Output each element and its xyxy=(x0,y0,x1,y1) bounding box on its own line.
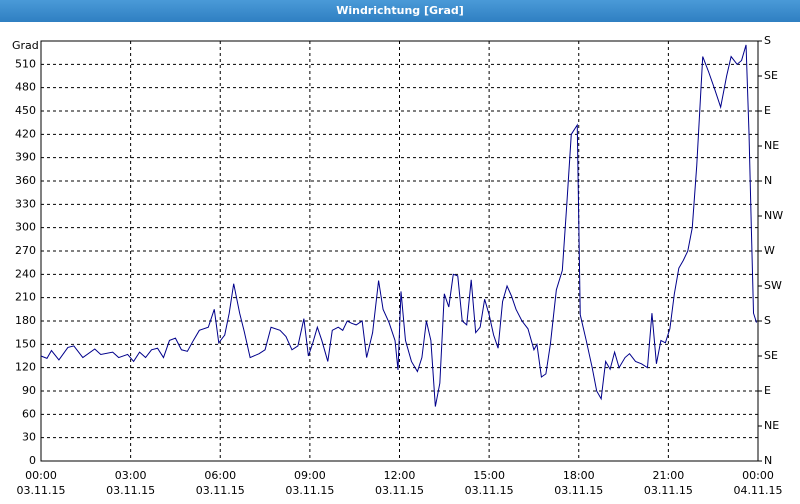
chart-title: Windrichtung [Grad] xyxy=(336,4,464,17)
y-tick-label: 390 xyxy=(15,151,36,164)
y2-tick-label: SW xyxy=(764,279,782,292)
title-bar xyxy=(0,0,800,22)
y-tick-label: 270 xyxy=(15,244,36,257)
x-tick-label: 12:00 xyxy=(384,469,416,482)
x-tick-date: 03.11.15 xyxy=(285,484,334,497)
y-axis-label: Grad xyxy=(12,39,39,52)
y-tick-label: 450 xyxy=(15,104,36,117)
y-tick-label: 180 xyxy=(15,314,36,327)
x-tick-date: 04.11.15 xyxy=(734,484,783,497)
y2-tick-label: NE xyxy=(764,419,779,432)
y-tick-label: 0 xyxy=(29,454,36,467)
x-tick-date: 03.11.15 xyxy=(644,484,693,497)
x-tick-label: 00:00 xyxy=(25,469,57,482)
plot-frame xyxy=(40,40,759,462)
y-tick-label: 30 xyxy=(22,431,36,444)
y-tick-label: 330 xyxy=(15,197,36,210)
x-tick-label: 03:00 xyxy=(115,469,147,482)
x-tick-label: 06:00 xyxy=(204,469,236,482)
x-tick-label: 09:00 xyxy=(294,469,326,482)
y2-tick-label: SE xyxy=(764,349,778,362)
x-tick-date: 03.11.15 xyxy=(465,484,514,497)
y2-tick-label: NW xyxy=(764,209,783,222)
y2-tick-label: N xyxy=(764,174,772,187)
y-tick-label: 240 xyxy=(15,267,36,280)
x-tick-label: 21:00 xyxy=(653,469,685,482)
y-tick-label: 60 xyxy=(22,407,36,420)
data-line xyxy=(40,44,757,407)
x-tick-date: 03.11.15 xyxy=(106,484,155,497)
x-tick-label: 18:00 xyxy=(563,469,595,482)
y-tick-label: 150 xyxy=(15,337,36,350)
y2-tick-label: E xyxy=(764,104,771,117)
y-tick-label: 90 xyxy=(22,384,36,397)
y-tick-label: 510 xyxy=(15,57,36,70)
y-tick-label: 360 xyxy=(15,174,36,187)
y2-tick-label: N xyxy=(764,454,772,467)
y-tick-label: 420 xyxy=(15,127,36,140)
x-tick-date: 03.11.15 xyxy=(554,484,603,497)
x-tick-date: 03.11.15 xyxy=(375,484,424,497)
x-tick-label: 00:00 xyxy=(742,469,774,482)
y2-tick-label: W xyxy=(764,244,775,257)
y-tick-label: 210 xyxy=(15,291,36,304)
y2-tick-label: NE xyxy=(764,139,779,152)
x-tick-date: 03.11.15 xyxy=(17,484,66,497)
y2-tick-label: S xyxy=(764,314,771,327)
y2-tick-label: S xyxy=(764,34,771,47)
x-tick-label: 15:00 xyxy=(473,469,505,482)
y-tick-label: 480 xyxy=(15,81,36,94)
y2-tick-label: E xyxy=(764,384,771,397)
x-tick-date: 03.11.15 xyxy=(196,484,245,497)
y-tick-label: 300 xyxy=(15,221,36,234)
y-tick-label: 120 xyxy=(15,361,36,374)
y2-tick-label: SE xyxy=(764,69,778,82)
